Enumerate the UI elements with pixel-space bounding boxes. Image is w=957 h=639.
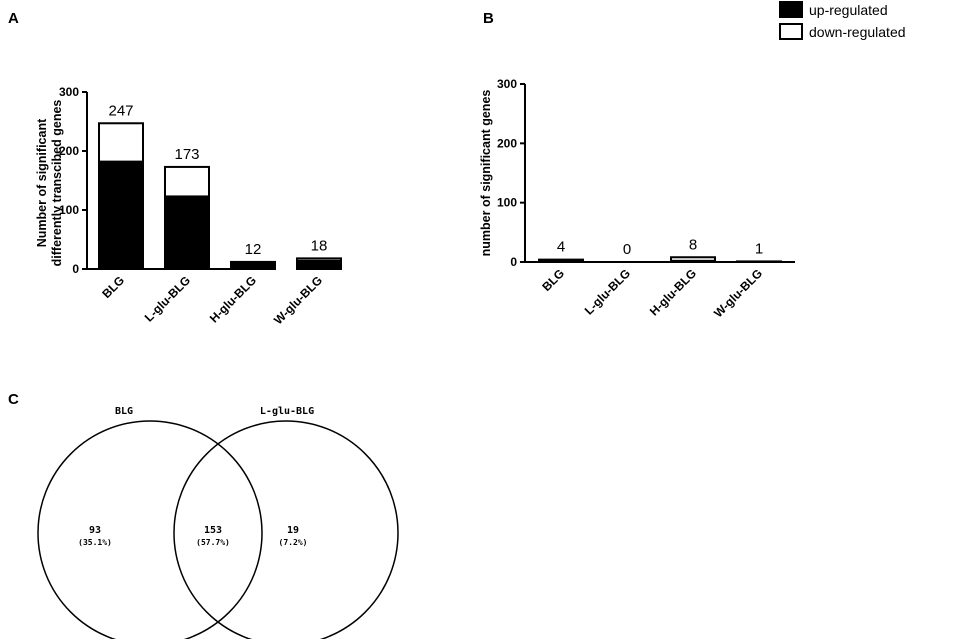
chart-a-bar-l-glu-blg-down — [164, 165, 210, 198]
chart-b-total-label: 4 — [557, 239, 565, 256]
chart-a-y-tick-label: 0 — [72, 262, 79, 276]
venn-count-overlap: 153 — [204, 525, 222, 536]
chart-a-x-tick-label: H-glu-BLG — [207, 273, 259, 325]
chart-b-bar-w-glu-blg-up — [736, 260, 782, 264]
panel-c-label: C — [8, 391, 19, 408]
chart-a-x-tick-label: W-glu-BLG — [271, 273, 325, 327]
panel-a-label: A — [8, 10, 19, 27]
chart-a-bar-l-glu-blg-up — [164, 195, 210, 270]
chart-b-y-tick-label: 200 — [497, 136, 517, 150]
chart-b-x-tick-label: L-glu-BLG — [582, 266, 633, 317]
panel-b-label: B — [483, 10, 494, 27]
chart-b-y-tick-label: 300 — [497, 77, 517, 91]
chart-a-bar-blg-up — [98, 160, 144, 270]
venn-count-l-glu-blg-only: 19 — [287, 525, 299, 536]
legend-label-down: down-regulated — [809, 24, 906, 40]
venn-diagram: BLG L-glu-BLG 93 (35.1%) 153 (57.7%) 19 … — [37, 406, 399, 639]
venn-set-label-l-glu-blg: L-glu-BLG — [260, 406, 314, 417]
legend-swatch-down — [779, 23, 803, 40]
chart-a-y-tick-label: 100 — [59, 203, 79, 217]
chart-a-y-tick-label: 300 — [59, 85, 79, 99]
chart-a-bar-h-glu-blg-up — [230, 260, 276, 271]
chart-a-bar-w-glu-blg-up — [296, 259, 342, 270]
chart-b-bar-h-glu-blg-down — [670, 256, 716, 262]
chart-b-x-tick-label: BLG — [539, 266, 567, 294]
venn-percent-l-glu-blg-only: (7.2%) — [279, 538, 308, 547]
chart-b-y-tick-label: 0 — [510, 255, 517, 269]
chart-b-y-tick-label: 100 — [497, 196, 517, 210]
chart-b-total-label: 0 — [623, 241, 631, 258]
chart-b-total-label: 1 — [755, 240, 763, 257]
chart-b: 0 100 200 300 number of significant genes 4 BL… — [479, 77, 795, 320]
chart-a-bar-blg-down — [98, 122, 144, 163]
venn-percent-overlap: (57.7%) — [196, 538, 230, 547]
legend-swatch-up — [779, 1, 803, 18]
chart-a-y-tick-label: 200 — [59, 144, 79, 158]
chart-b-y-axis-label: number of significant genes — [479, 90, 493, 257]
chart-b-total-label: 8 — [689, 236, 697, 253]
venn-circle-l-glu-blg — [173, 420, 399, 639]
chart-b-x-tick-label: H-glu-BLG — [647, 266, 699, 318]
venn-circle-blg — [37, 420, 263, 639]
chart-a-total-label: 173 — [174, 146, 199, 163]
chart-a-x-tick-label: BLG — [99, 273, 127, 301]
legend-label-up: up-regulated — [809, 2, 888, 18]
legend: up-regulated down-regulated — [779, 1, 906, 40]
chart-a-x-tick-label: L-glu-BLG — [142, 273, 193, 324]
chart-b-bar-blg-down — [538, 258, 584, 262]
chart-b-x-tick-label: W-glu-BLG — [711, 266, 765, 320]
venn-percent-blg-only: (35.1%) — [78, 538, 112, 547]
chart-a-total-label: 12 — [245, 241, 262, 258]
venn-count-blg-only: 93 — [89, 525, 101, 536]
chart-a-total-label: 247 — [108, 102, 133, 119]
chart-a-bar-w-glu-blg-down — [296, 257, 342, 262]
venn-set-label-blg: BLG — [115, 406, 133, 417]
chart-a-total-label: 18 — [311, 237, 328, 254]
chart-a-y-axis-label: Number of significantdifferently transci… — [35, 100, 64, 267]
